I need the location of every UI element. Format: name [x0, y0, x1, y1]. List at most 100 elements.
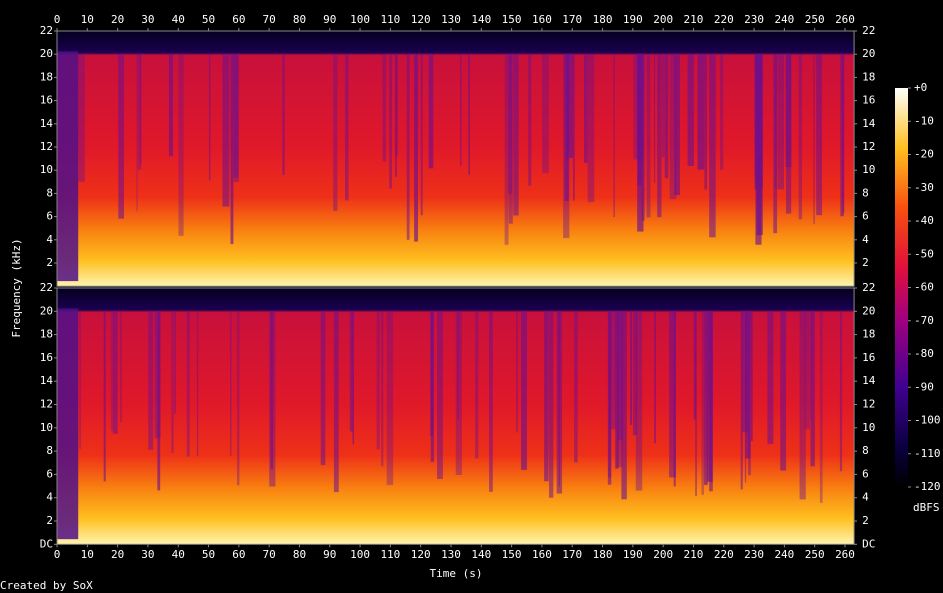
texture	[816, 53, 823, 216]
texture	[616, 311, 623, 468]
x-tick-label: 40	[172, 548, 185, 561]
texture	[646, 53, 651, 218]
texture	[78, 53, 85, 182]
y-tick-label: 20	[862, 304, 875, 317]
x-tick-label: 260	[835, 13, 855, 26]
y-tick-label: 6	[46, 210, 53, 223]
y-tick-label: 14	[862, 374, 876, 387]
texture	[118, 53, 124, 219]
y-tick-label: 10	[862, 163, 875, 176]
texture	[740, 311, 743, 490]
texture	[174, 311, 176, 414]
x-tick-label: 120	[411, 548, 431, 561]
x-tick-label: 150	[502, 548, 522, 561]
texture	[798, 53, 803, 220]
texture	[695, 311, 697, 497]
x-tick-label: 200	[653, 13, 673, 26]
texture	[79, 311, 82, 450]
texture	[186, 311, 190, 457]
texture	[654, 311, 656, 444]
texture	[233, 53, 240, 183]
texture	[617, 311, 624, 441]
texture	[786, 53, 792, 214]
colorbar-tick-label: -110	[914, 447, 941, 460]
texture	[608, 311, 612, 478]
colorbar-tick-label: -120	[914, 480, 941, 493]
y-tick-label: 8	[862, 444, 869, 457]
texture	[113, 311, 118, 434]
x-tick-label: 250	[805, 13, 825, 26]
x-tick-label: 100	[350, 548, 370, 561]
y-tick-label: 12	[40, 140, 53, 153]
texture	[542, 53, 549, 174]
x-tick-label: 100	[350, 13, 370, 26]
texture	[230, 311, 232, 456]
x-tick-label: 60	[232, 548, 245, 561]
texture	[386, 311, 394, 486]
y-tick-label: 6	[862, 210, 869, 223]
texture	[630, 311, 633, 425]
texture	[178, 53, 184, 236]
x-tick-label: 200	[653, 548, 673, 561]
x-tick-label: 130	[441, 13, 461, 26]
texture	[810, 311, 815, 467]
y-tick-label: 14	[862, 117, 876, 130]
x-tick-label: 30	[141, 548, 154, 561]
colorbar-tick-label: -100	[914, 414, 941, 427]
texture	[345, 53, 349, 201]
y-tick-label: 4	[862, 491, 869, 504]
texture	[460, 53, 462, 166]
y-tick-label: 22	[40, 24, 53, 37]
texture	[615, 311, 619, 469]
y-tick-label: 12	[862, 140, 875, 153]
texture	[621, 311, 627, 500]
texture	[508, 53, 513, 224]
colorbar-tick-label: -20	[914, 148, 934, 161]
texture	[282, 53, 285, 175]
y-tick-label: 18	[40, 328, 53, 341]
texture	[773, 53, 778, 234]
texture	[414, 53, 419, 242]
x-tick-label: 220	[714, 548, 734, 561]
texture	[468, 53, 471, 175]
texture	[352, 311, 355, 445]
y-tick-label: 2	[862, 514, 869, 527]
colorbar-label: dBFS	[913, 501, 940, 514]
texture	[148, 311, 154, 450]
texture	[632, 311, 638, 436]
x-tick-label: 260	[835, 548, 855, 561]
y-tick-label: 18	[40, 70, 53, 83]
colorbar-tick-label: -90	[914, 380, 934, 393]
texture	[349, 311, 353, 432]
x-tick-label: 20	[111, 13, 124, 26]
x-tick-label: 230	[744, 548, 764, 561]
texture	[572, 53, 575, 201]
texture	[157, 311, 161, 491]
texture	[382, 53, 387, 162]
y-tick-label: 6	[46, 467, 53, 480]
texture	[633, 53, 640, 160]
colorbar-tick-label: -60	[914, 281, 934, 294]
texture	[196, 311, 199, 457]
y-tick-label: 20	[40, 304, 53, 317]
texture	[103, 311, 106, 482]
texture	[406, 53, 410, 240]
texture	[208, 53, 211, 181]
colorbar-tick-label: -80	[914, 347, 934, 360]
texture	[613, 53, 615, 218]
texture	[566, 53, 574, 158]
texture	[139, 53, 142, 164]
texture	[269, 311, 276, 487]
texture	[750, 311, 753, 442]
texture	[810, 311, 812, 421]
texture	[110, 311, 114, 432]
texture	[720, 53, 724, 170]
texture	[420, 53, 423, 216]
colorbar-tick-label: -30	[914, 181, 934, 194]
y-tick-label: 10	[40, 421, 53, 434]
texture	[57, 308, 79, 540]
texture	[664, 53, 669, 179]
texture	[389, 53, 392, 189]
y-tick-label: 16	[862, 94, 875, 107]
x-tick-label: 70	[263, 13, 276, 26]
